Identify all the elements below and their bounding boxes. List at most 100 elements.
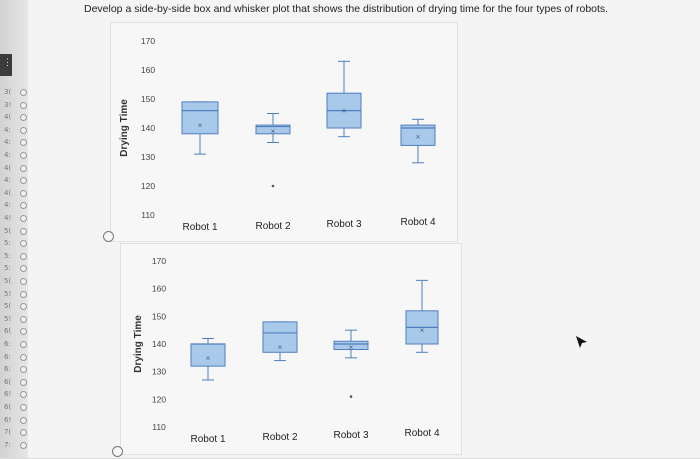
outlier-point <box>271 184 275 188</box>
sidebar-row-dot-icon[interactable] <box>20 177 27 185</box>
sidebar-row-label: 5! <box>4 289 12 298</box>
y-tick-label: 150 <box>141 94 155 104</box>
sidebar-row-label: 3( <box>4 88 12 96</box>
sidebar-row-label: 7( <box>4 428 12 437</box>
mean-marker: × <box>278 343 283 352</box>
sidebar-row-label: 6( <box>4 403 12 411</box>
sidebar-row-label: 6! <box>4 390 12 399</box>
sidebar-row-dot-icon[interactable] <box>20 152 27 159</box>
y-tick-label: 110 <box>152 422 166 432</box>
sidebar-row-dot-icon[interactable] <box>20 164 27 172</box>
sidebar-row-label: 4( <box>4 188 12 197</box>
y-tick-label: 130 <box>152 367 166 377</box>
sidebar-row-dot-icon[interactable] <box>20 139 27 147</box>
sidebar-row-label: 5: <box>4 251 11 260</box>
answer-option-b-panel[interactable]: Drying Time 170 160 150 140 130 120 110 Robot 1 R… <box>120 243 462 455</box>
sidebar-row-dot-icon[interactable] <box>20 429 27 437</box>
sidebar-row-label: 4: <box>4 151 11 159</box>
y-tick-label: 130 <box>141 152 155 162</box>
sidebar-row-dot-icon[interactable] <box>20 101 27 109</box>
y-tick-label: 110 <box>141 210 155 220</box>
sidebar-row-dot-icon[interactable] <box>20 404 27 411</box>
sidebar-row-dot-icon[interactable] <box>20 303 27 311</box>
boxplot-chart-a: Drying Time 170 160 150 140 130 120 110 Robot 1 R… <box>119 36 436 233</box>
sidebar-row-dot-icon[interactable] <box>20 290 27 298</box>
y-axis-label: Drying Time <box>133 315 144 373</box>
sidebar-row-label: 6! <box>4 415 12 424</box>
category-label: Robot 1 <box>190 434 225 445</box>
category-label: Robot 3 <box>333 430 368 441</box>
sidebar-row-label: 5( <box>4 226 12 235</box>
sidebar-row-label: 5! <box>4 314 12 323</box>
y-tick-label: 120 <box>141 181 155 191</box>
y-tick-label: 120 <box>152 394 166 404</box>
sidebar-row-dot-icon[interactable] <box>20 341 27 348</box>
sidebar-row-label: 5( <box>4 302 12 311</box>
sidebar-row-dot-icon[interactable] <box>20 189 27 197</box>
sidebar-row-dot-icon[interactable] <box>20 353 27 361</box>
y-tick-label: 140 <box>152 339 166 349</box>
sidebar-row-label: 4! <box>4 214 12 222</box>
sidebar-row-dot-icon[interactable] <box>20 391 27 399</box>
y-tick-label: 170 <box>152 256 166 266</box>
sidebar-row-dot-icon[interactable] <box>20 202 27 210</box>
sidebar-row-label: 6: <box>4 340 11 348</box>
sidebar-row-label: 4( <box>4 113 12 122</box>
sidebar-row-dot-icon[interactable] <box>20 366 27 374</box>
sidebar-row-label: 4: <box>4 125 11 134</box>
mean-marker: × <box>420 326 425 335</box>
bookmark-tab-icon[interactable] <box>0 54 12 76</box>
mean-marker: × <box>416 133 421 142</box>
question-text: Develop a side-by-side box and whisker p… <box>84 3 609 15</box>
sidebar-row-dot-icon[interactable] <box>20 441 27 449</box>
mean-marker: × <box>271 127 276 136</box>
sidebar-row-label: 3! <box>4 100 12 109</box>
sidebar-row-label: 6( <box>4 377 12 386</box>
iqr-box <box>400 124 436 146</box>
iqr-box <box>333 340 369 351</box>
sidebar-row-dot-icon[interactable] <box>20 89 27 96</box>
sidebar-row-label: 6: <box>4 352 11 361</box>
category-label: Robot 3 <box>326 219 361 230</box>
sidebar-row-label: 6: <box>4 365 11 374</box>
iqr-box <box>255 124 291 135</box>
category-label: Robot 1 <box>182 222 217 233</box>
sidebar-row-dot-icon[interactable] <box>20 227 27 235</box>
sidebar-row-label: 4: <box>4 176 11 185</box>
y-tick-label: 160 <box>141 65 155 75</box>
sidebar-row-dot-icon[interactable] <box>20 114 27 122</box>
category-label: Robot 2 <box>255 221 290 232</box>
pointer-arrow-icon <box>576 336 587 348</box>
radio-option-b[interactable] <box>112 446 123 457</box>
sidebar-row-label: 4( <box>4 163 12 172</box>
sidebar-row-dot-icon[interactable] <box>20 215 27 222</box>
y-tick-label: 160 <box>152 284 166 294</box>
sidebar-row-dot-icon[interactable] <box>20 278 27 285</box>
answer-option-a-panel[interactable]: Drying Time 170 160 150 140 130 120 110 Robot 1 R… <box>110 22 458 242</box>
sidebar-row-dot-icon[interactable] <box>20 240 27 248</box>
sidebar-row-dot-icon[interactable] <box>20 126 27 134</box>
sidebar-row-dot-icon[interactable] <box>20 416 27 424</box>
boxplot-chart-b: Drying Time 170 160 150 140 130 120 110 Robot 1 R… <box>133 256 440 445</box>
tab-mark-icon: ⋮ <box>3 57 12 67</box>
category-label: Robot 4 <box>400 217 435 228</box>
mean-marker: × <box>349 343 354 352</box>
sidebar-row-dot-icon[interactable] <box>20 315 27 323</box>
y-tick-label: 170 <box>141 36 155 46</box>
sidebar-row-label: 4: <box>4 138 11 147</box>
sidebar-row-label: 5: <box>4 239 11 248</box>
sidebar-row-dot-icon[interactable] <box>20 252 27 260</box>
sidebar-row-label: 7: <box>4 440 11 449</box>
y-axis-label: Drying Time <box>119 99 130 157</box>
mean-marker: × <box>198 121 203 130</box>
mean-marker: × <box>206 354 211 363</box>
sidebar-row-dot-icon[interactable] <box>20 328 27 336</box>
radio-option-a[interactable] <box>103 231 114 242</box>
sidebar-row-label: 5( <box>4 277 12 285</box>
iqr-box <box>262 321 298 353</box>
sidebar-row-dot-icon[interactable] <box>20 378 27 386</box>
sidebar-row-dot-icon[interactable] <box>20 265 27 273</box>
category-label: Robot 4 <box>404 428 439 439</box>
y-tick-label: 140 <box>141 123 155 133</box>
category-label: Robot 2 <box>262 432 297 443</box>
